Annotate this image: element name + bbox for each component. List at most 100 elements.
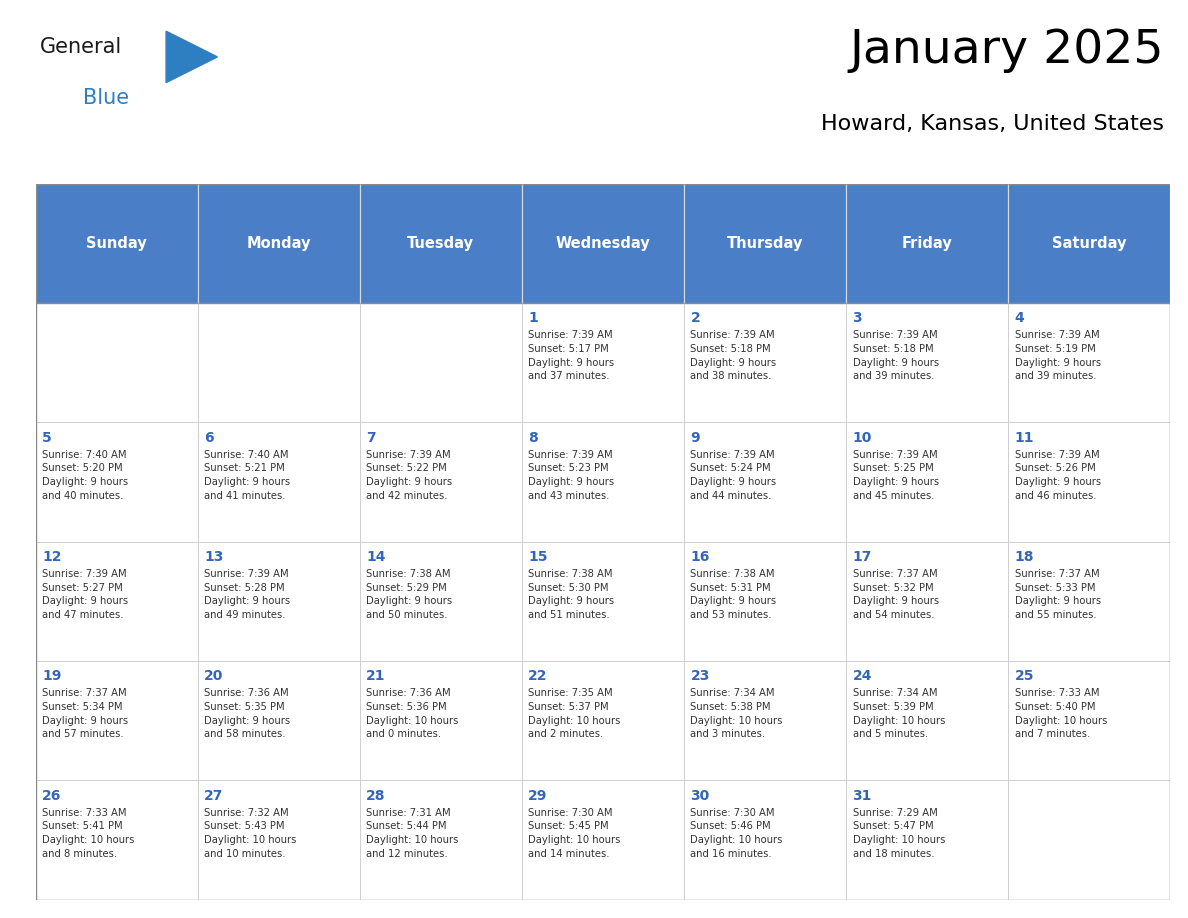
Text: Sunrise: 7:39 AM
Sunset: 5:24 PM
Daylight: 9 hours
and 44 minutes.: Sunrise: 7:39 AM Sunset: 5:24 PM Dayligh… bbox=[690, 450, 777, 500]
Bar bbox=[846, 184, 1009, 303]
Bar bbox=[36, 422, 197, 542]
Bar bbox=[360, 780, 522, 900]
Bar bbox=[846, 422, 1009, 542]
Text: General: General bbox=[40, 37, 122, 57]
Text: Howard, Kansas, United States: Howard, Kansas, United States bbox=[821, 114, 1164, 134]
Bar bbox=[846, 303, 1009, 422]
Text: 20: 20 bbox=[204, 669, 223, 683]
Text: 8: 8 bbox=[529, 431, 538, 444]
Bar bbox=[684, 661, 846, 780]
Polygon shape bbox=[166, 31, 217, 83]
Bar bbox=[36, 184, 197, 303]
Bar bbox=[522, 542, 684, 661]
Text: 10: 10 bbox=[853, 431, 872, 444]
Bar bbox=[360, 184, 522, 303]
Bar bbox=[197, 184, 360, 303]
Text: Friday: Friday bbox=[902, 236, 953, 251]
Text: 25: 25 bbox=[1015, 669, 1034, 683]
Text: 9: 9 bbox=[690, 431, 700, 444]
Text: 15: 15 bbox=[529, 550, 548, 564]
Text: 27: 27 bbox=[204, 789, 223, 802]
Text: Sunrise: 7:37 AM
Sunset: 5:33 PM
Daylight: 9 hours
and 55 minutes.: Sunrise: 7:37 AM Sunset: 5:33 PM Dayligh… bbox=[1015, 569, 1101, 620]
Text: Sunrise: 7:33 AM
Sunset: 5:40 PM
Daylight: 10 hours
and 7 minutes.: Sunrise: 7:33 AM Sunset: 5:40 PM Dayligh… bbox=[1015, 688, 1107, 739]
Bar bbox=[522, 422, 684, 542]
Text: 19: 19 bbox=[42, 669, 62, 683]
Bar bbox=[1009, 422, 1170, 542]
Bar bbox=[522, 780, 684, 900]
Bar bbox=[1009, 542, 1170, 661]
Text: Monday: Monday bbox=[246, 236, 311, 251]
Text: 1: 1 bbox=[529, 311, 538, 325]
Bar bbox=[522, 184, 684, 303]
Text: 21: 21 bbox=[366, 669, 386, 683]
Text: Thursday: Thursday bbox=[727, 236, 803, 251]
Text: Sunrise: 7:39 AM
Sunset: 5:25 PM
Daylight: 9 hours
and 45 minutes.: Sunrise: 7:39 AM Sunset: 5:25 PM Dayligh… bbox=[853, 450, 939, 500]
Text: 23: 23 bbox=[690, 669, 709, 683]
Bar bbox=[684, 780, 846, 900]
Text: 31: 31 bbox=[853, 789, 872, 802]
Text: Blue: Blue bbox=[83, 88, 128, 108]
Text: 12: 12 bbox=[42, 550, 62, 564]
Text: 18: 18 bbox=[1015, 550, 1034, 564]
Text: 6: 6 bbox=[204, 431, 214, 444]
Bar bbox=[36, 780, 197, 900]
Bar bbox=[197, 303, 360, 422]
Bar bbox=[684, 184, 846, 303]
Bar bbox=[197, 542, 360, 661]
Bar bbox=[1009, 780, 1170, 900]
Text: Sunrise: 7:39 AM
Sunset: 5:23 PM
Daylight: 9 hours
and 43 minutes.: Sunrise: 7:39 AM Sunset: 5:23 PM Dayligh… bbox=[529, 450, 614, 500]
Bar bbox=[36, 542, 197, 661]
Bar bbox=[360, 303, 522, 422]
Bar bbox=[1009, 303, 1170, 422]
Bar bbox=[1009, 661, 1170, 780]
Text: 22: 22 bbox=[529, 669, 548, 683]
Text: 13: 13 bbox=[204, 550, 223, 564]
Text: 30: 30 bbox=[690, 789, 709, 802]
Text: Sunrise: 7:34 AM
Sunset: 5:39 PM
Daylight: 10 hours
and 5 minutes.: Sunrise: 7:34 AM Sunset: 5:39 PM Dayligh… bbox=[853, 688, 944, 739]
Text: Tuesday: Tuesday bbox=[407, 236, 474, 251]
Text: Sunrise: 7:39 AM
Sunset: 5:22 PM
Daylight: 9 hours
and 42 minutes.: Sunrise: 7:39 AM Sunset: 5:22 PM Dayligh… bbox=[366, 450, 453, 500]
Bar bbox=[36, 303, 197, 422]
Text: Sunrise: 7:39 AM
Sunset: 5:18 PM
Daylight: 9 hours
and 39 minutes.: Sunrise: 7:39 AM Sunset: 5:18 PM Dayligh… bbox=[853, 330, 939, 381]
Bar bbox=[684, 422, 846, 542]
Text: Sunrise: 7:37 AM
Sunset: 5:34 PM
Daylight: 9 hours
and 57 minutes.: Sunrise: 7:37 AM Sunset: 5:34 PM Dayligh… bbox=[42, 688, 128, 739]
Bar bbox=[360, 422, 522, 542]
Bar bbox=[197, 780, 360, 900]
Bar bbox=[846, 661, 1009, 780]
Text: 16: 16 bbox=[690, 550, 709, 564]
Text: Sunrise: 7:38 AM
Sunset: 5:30 PM
Daylight: 9 hours
and 51 minutes.: Sunrise: 7:38 AM Sunset: 5:30 PM Dayligh… bbox=[529, 569, 614, 620]
Text: January 2025: January 2025 bbox=[849, 28, 1164, 73]
Text: Sunrise: 7:36 AM
Sunset: 5:35 PM
Daylight: 9 hours
and 58 minutes.: Sunrise: 7:36 AM Sunset: 5:35 PM Dayligh… bbox=[204, 688, 290, 739]
Text: 4: 4 bbox=[1015, 311, 1024, 325]
Bar bbox=[684, 303, 846, 422]
Text: 28: 28 bbox=[366, 789, 386, 802]
Text: Sunrise: 7:36 AM
Sunset: 5:36 PM
Daylight: 10 hours
and 0 minutes.: Sunrise: 7:36 AM Sunset: 5:36 PM Dayligh… bbox=[366, 688, 459, 739]
Text: 2: 2 bbox=[690, 311, 700, 325]
Text: Sunrise: 7:38 AM
Sunset: 5:31 PM
Daylight: 9 hours
and 53 minutes.: Sunrise: 7:38 AM Sunset: 5:31 PM Dayligh… bbox=[690, 569, 777, 620]
Bar bbox=[197, 422, 360, 542]
Text: Sunrise: 7:39 AM
Sunset: 5:19 PM
Daylight: 9 hours
and 39 minutes.: Sunrise: 7:39 AM Sunset: 5:19 PM Dayligh… bbox=[1015, 330, 1101, 381]
Bar bbox=[197, 661, 360, 780]
Text: Wednesday: Wednesday bbox=[556, 236, 650, 251]
Text: Sunrise: 7:39 AM
Sunset: 5:28 PM
Daylight: 9 hours
and 49 minutes.: Sunrise: 7:39 AM Sunset: 5:28 PM Dayligh… bbox=[204, 569, 290, 620]
Bar bbox=[522, 661, 684, 780]
Text: Sunrise: 7:30 AM
Sunset: 5:45 PM
Daylight: 10 hours
and 14 minutes.: Sunrise: 7:30 AM Sunset: 5:45 PM Dayligh… bbox=[529, 808, 620, 858]
Text: Sunrise: 7:40 AM
Sunset: 5:20 PM
Daylight: 9 hours
and 40 minutes.: Sunrise: 7:40 AM Sunset: 5:20 PM Dayligh… bbox=[42, 450, 128, 500]
Text: Sunrise: 7:35 AM
Sunset: 5:37 PM
Daylight: 10 hours
and 2 minutes.: Sunrise: 7:35 AM Sunset: 5:37 PM Dayligh… bbox=[529, 688, 620, 739]
Text: 24: 24 bbox=[853, 669, 872, 683]
Text: Sunrise: 7:39 AM
Sunset: 5:26 PM
Daylight: 9 hours
and 46 minutes.: Sunrise: 7:39 AM Sunset: 5:26 PM Dayligh… bbox=[1015, 450, 1101, 500]
Bar bbox=[522, 303, 684, 422]
Text: Sunrise: 7:31 AM
Sunset: 5:44 PM
Daylight: 10 hours
and 12 minutes.: Sunrise: 7:31 AM Sunset: 5:44 PM Dayligh… bbox=[366, 808, 459, 858]
Bar bbox=[684, 542, 846, 661]
Text: Sunrise: 7:40 AM
Sunset: 5:21 PM
Daylight: 9 hours
and 41 minutes.: Sunrise: 7:40 AM Sunset: 5:21 PM Dayligh… bbox=[204, 450, 290, 500]
Text: 11: 11 bbox=[1015, 431, 1034, 444]
Bar bbox=[846, 780, 1009, 900]
Text: Sunrise: 7:39 AM
Sunset: 5:27 PM
Daylight: 9 hours
and 47 minutes.: Sunrise: 7:39 AM Sunset: 5:27 PM Dayligh… bbox=[42, 569, 128, 620]
Text: Sunday: Sunday bbox=[87, 236, 147, 251]
Text: Sunrise: 7:39 AM
Sunset: 5:18 PM
Daylight: 9 hours
and 38 minutes.: Sunrise: 7:39 AM Sunset: 5:18 PM Dayligh… bbox=[690, 330, 777, 381]
Bar bbox=[360, 542, 522, 661]
Text: Sunrise: 7:32 AM
Sunset: 5:43 PM
Daylight: 10 hours
and 10 minutes.: Sunrise: 7:32 AM Sunset: 5:43 PM Dayligh… bbox=[204, 808, 297, 858]
Text: 7: 7 bbox=[366, 431, 375, 444]
Text: Sunrise: 7:29 AM
Sunset: 5:47 PM
Daylight: 10 hours
and 18 minutes.: Sunrise: 7:29 AM Sunset: 5:47 PM Dayligh… bbox=[853, 808, 944, 858]
Text: Sunrise: 7:37 AM
Sunset: 5:32 PM
Daylight: 9 hours
and 54 minutes.: Sunrise: 7:37 AM Sunset: 5:32 PM Dayligh… bbox=[853, 569, 939, 620]
